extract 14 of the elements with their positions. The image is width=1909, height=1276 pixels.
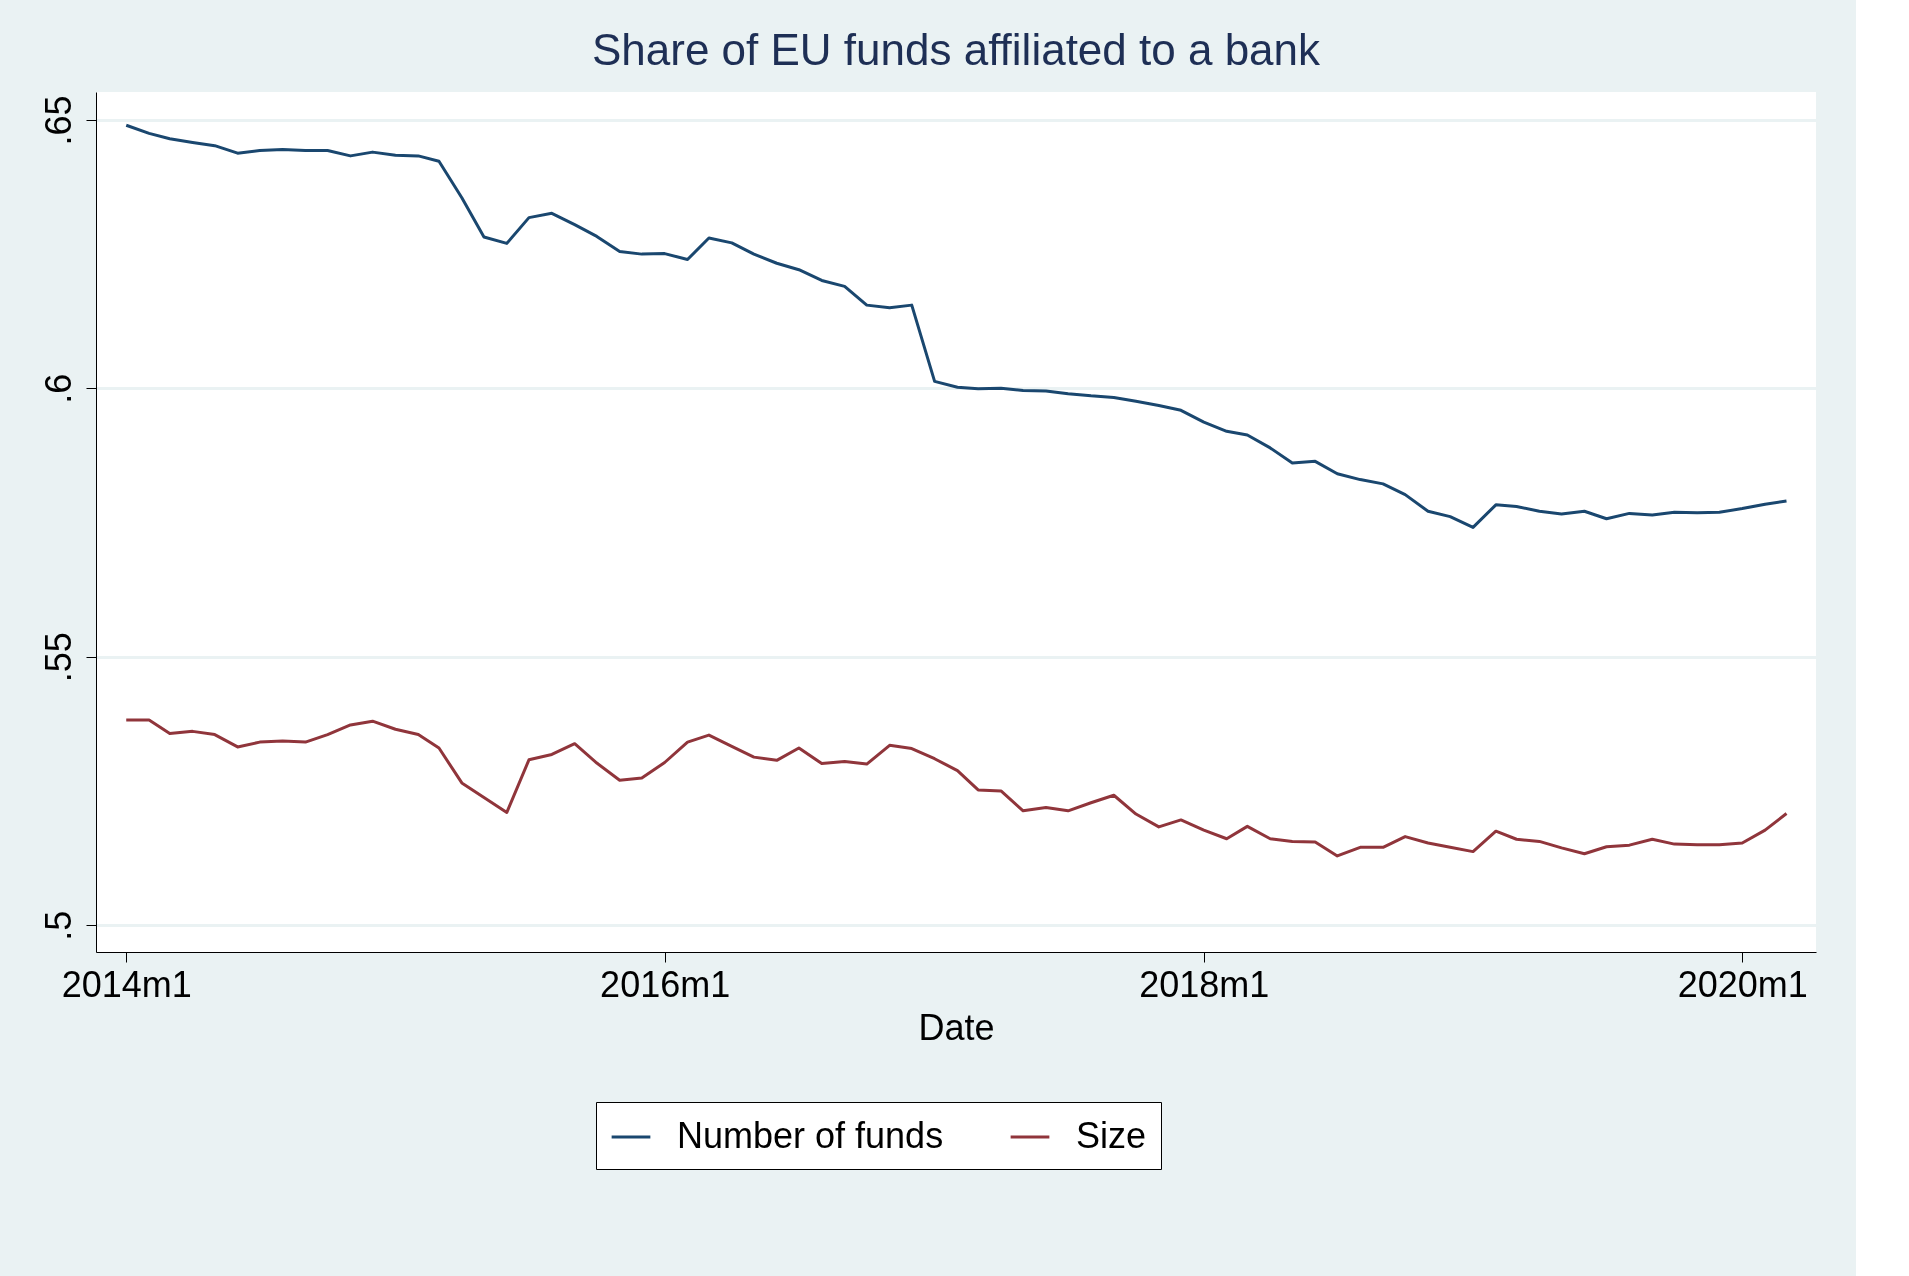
legend-label: Size (1076, 1115, 1147, 1156)
x-tick-label: 2018m1 (1139, 963, 1270, 1005)
x-tick-label: 2020m1 (1677, 963, 1808, 1005)
y-tick-label: .55 (37, 632, 79, 683)
y-tick-label: .5 (37, 910, 79, 941)
line-series (124, 123, 1788, 529)
chart-title: Share of EU funds affiliated to a bank (591, 25, 1322, 74)
x-tick-label: 2016m1 (600, 963, 731, 1005)
x-tick-label: 2014m1 (61, 963, 192, 1005)
y-tick-label: .6 (37, 373, 79, 404)
x-axis-title: Date (918, 1006, 995, 1048)
line-series (124, 718, 1788, 858)
legend-label: Number of funds (677, 1115, 944, 1156)
y-tick-label: .65 (37, 95, 79, 146)
